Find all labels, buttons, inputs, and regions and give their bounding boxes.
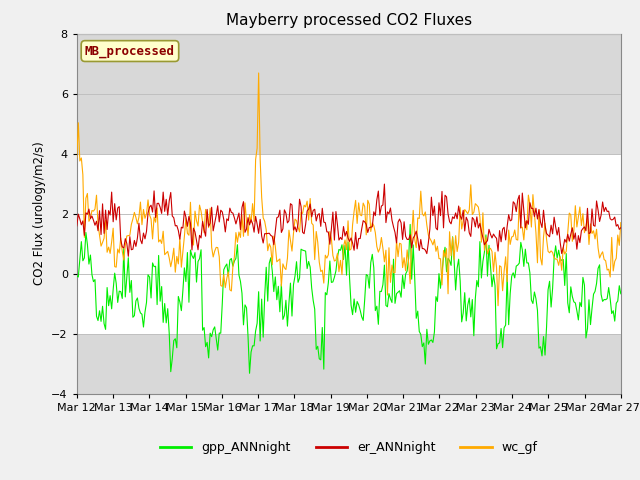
Bar [77, 154, 621, 334]
Title: Mayberry processed CO2 Fluxes: Mayberry processed CO2 Fluxes [226, 13, 472, 28]
Y-axis label: CO2 Flux (urology/m2/s): CO2 Flux (urology/m2/s) [33, 142, 45, 286]
Text: MB_processed: MB_processed [85, 44, 175, 58]
Legend: gpp_ANNnight, er_ANNnight, wc_gf: gpp_ANNnight, er_ANNnight, wc_gf [155, 436, 543, 459]
